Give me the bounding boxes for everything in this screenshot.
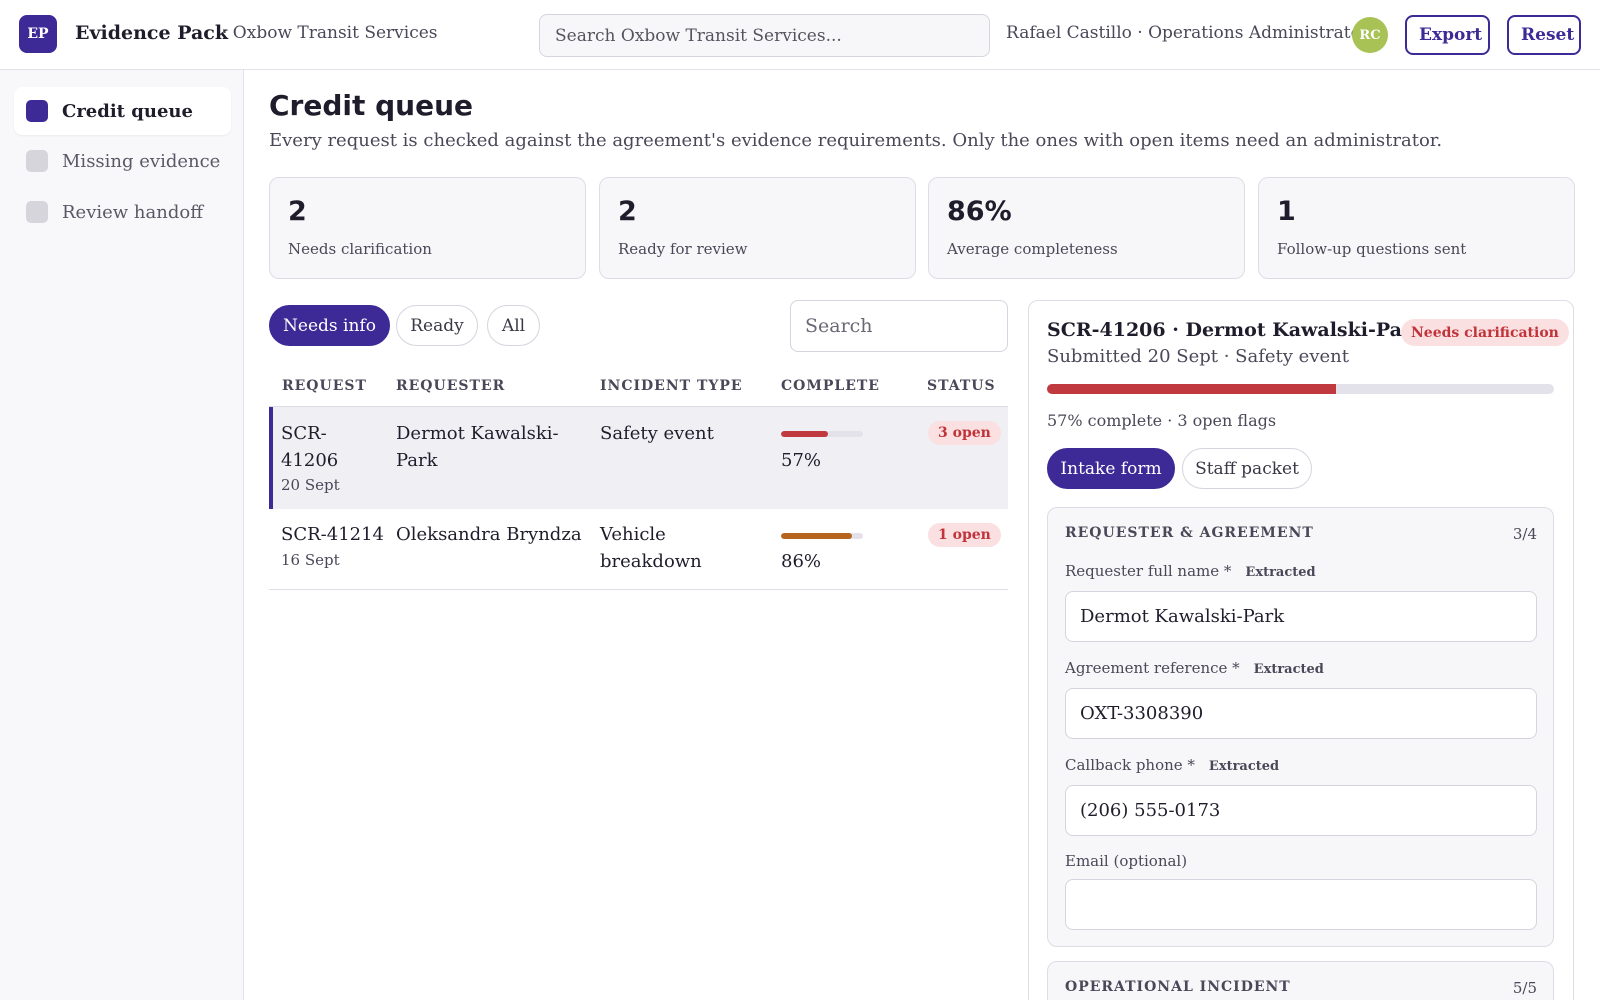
section-title: REQUESTER & AGREEMENT [1065,525,1314,541]
request-date: 16 Sept [281,551,340,569]
sidebar-item-review-handoff[interactable]: Review handoff [14,188,231,236]
filter-ready[interactable]: Ready [396,305,478,346]
table-row[interactable]: SCR- 41206 20 Sept Dermot Kawalski- Park… [269,407,1008,509]
stat-value: 2 [288,196,307,227]
agreement-reference-field[interactable] [1065,688,1537,739]
global-search-input[interactable] [539,14,990,57]
column-header-complete: COMPLETE [781,378,880,394]
section-operational-incident: OPERATIONAL INCIDENT 5/5 [1047,961,1554,1000]
status-badge: 3 open [928,421,1001,445]
sidebar-item-label: Review handoff [62,201,203,223]
app-logo: EP [19,15,57,53]
sidebar-item-credit-queue[interactable]: Credit queue [14,87,231,135]
credit-queue-icon [26,100,48,122]
sidebar-item-missing-evidence[interactable]: Missing evidence [14,137,231,185]
org-name: · Oxbow Transit Services [222,23,438,43]
stat-value: 2 [618,196,637,227]
list-search-input[interactable] [790,300,1008,352]
email-field[interactable] [1065,879,1537,930]
request-date: 20 Sept [281,476,340,494]
column-header-request: REQUEST [282,378,367,394]
stat-label: Follow-up questions sent [1277,240,1467,258]
tab-staff-packet[interactable]: Staff packet [1182,448,1312,489]
extracted-tag: Extracted [1208,759,1280,774]
detail-panel: SCR-41206 · Dermot Kawalski-Park Needs c… [1028,300,1574,1000]
request-id: SCR-41214 [281,524,384,545]
table-row[interactable]: SCR-41214 16 Sept Oleksandra Bryndza Veh… [269,509,1008,589]
completeness-bar [781,431,863,437]
page-description: Every request is checked against the agr… [269,130,1443,151]
detail-meta: 57% complete · 3 open flags [1047,411,1277,430]
completeness-bar-fill [781,431,828,437]
field-label: Agreement reference * Extracted [1065,659,1324,677]
sidebar: Credit queue Missing evidence Review han… [0,70,244,1000]
user-name: Rafael Castillo · Operations Administrat… [1006,23,1369,43]
detail-title: SCR-41206 · Dermot Kawalski-Park [1047,319,1426,341]
missing-evidence-icon [26,150,48,172]
request-id: SCR- 41206 [281,423,339,471]
column-header-status: STATUS [927,378,996,394]
page-title: Credit queue [269,89,474,122]
stat-card: 1 Follow-up questions sent [1258,177,1575,279]
reset-button[interactable]: Reset [1507,15,1581,55]
detail-status-badge: Needs clarification [1401,319,1569,346]
requester-name-field[interactable] [1065,591,1537,642]
sidebar-item-label: Missing evidence [62,150,221,172]
top-bar: EP Evidence Pack · Oxbow Transit Service… [0,0,1600,70]
sidebar-item-label: Credit queue [62,100,193,122]
field-label: Email (optional) [1065,852,1188,870]
filter-needs-info[interactable]: Needs info [269,305,390,346]
field-label: Callback phone * Extracted [1065,756,1280,774]
completeness-bar-fill [781,533,852,539]
section-count: 3/4 [1512,525,1537,543]
section-count: 5/5 [1512,979,1537,997]
review-handoff-icon [26,201,48,223]
stat-card: 2 Needs clarification [269,177,586,279]
requester-name: Dermot Kawalski- Park [396,423,559,471]
tab-intake-form[interactable]: Intake form [1047,448,1175,489]
filter-all[interactable]: All [487,305,540,346]
column-header-incident-type: INCIDENT TYPE [600,378,743,394]
export-button[interactable]: Export [1405,15,1490,55]
stat-label: Needs clarification [288,240,432,258]
incident-type: Vehicle breakdown [600,524,702,572]
avatar[interactable]: RC [1352,17,1388,53]
detail-subtitle: Submitted 20 Sept · Safety event [1047,346,1349,367]
stat-label: Average completeness [947,240,1118,258]
incident-type: Safety event [600,423,714,444]
detail-progress-bar [1047,384,1554,394]
extracted-tag: Extracted [1253,662,1324,677]
table-divider [269,406,1008,407]
stat-value: 86% [947,196,1012,227]
detail-progress-fill [1047,384,1336,394]
column-header-requester: REQUESTER [396,378,506,394]
stat-card: 86% Average completeness [928,177,1245,279]
callback-phone-field[interactable] [1065,785,1537,836]
requester-name: Oleksandra Bryndza [396,524,582,545]
table-divider [269,589,1008,590]
app-name: Evidence Pack [75,22,229,44]
field-label: Requester full name * Extracted [1065,562,1316,580]
completeness-value: 86% [781,551,822,572]
extracted-tag: Extracted [1245,565,1316,580]
completeness-value: 57% [781,450,822,471]
stat-label: Ready for review [618,240,748,258]
stat-card: 2 Ready for review [599,177,916,279]
section-title: OPERATIONAL INCIDENT [1065,979,1291,995]
status-badge: 1 open [928,523,1001,547]
stat-value: 1 [1277,196,1296,227]
section-requester-agreement: REQUESTER & AGREEMENT 3/4 Requester full… [1047,507,1554,947]
completeness-bar [781,533,863,539]
